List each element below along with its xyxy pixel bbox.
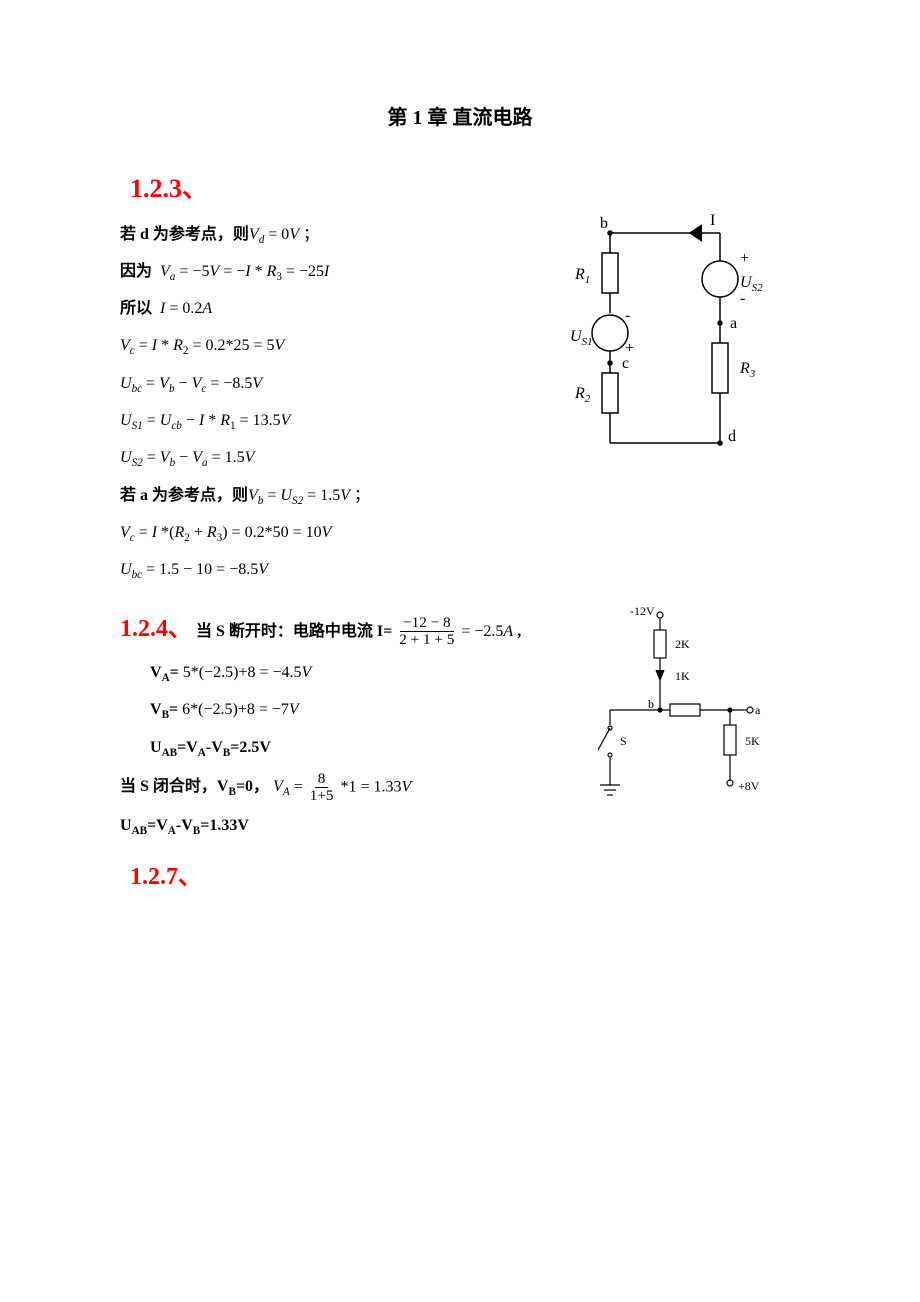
svg-text:1K: 1K bbox=[675, 669, 690, 683]
svg-text:c: c bbox=[622, 355, 629, 372]
svg-text:a: a bbox=[755, 703, 761, 717]
svg-text:+8V: +8V bbox=[738, 779, 760, 793]
svg-text:R1: R1 bbox=[574, 266, 590, 286]
svg-text:2K: 2K bbox=[675, 637, 690, 651]
text: 因为 bbox=[120, 263, 152, 280]
circuit-diagram-2: -12V 2K 1K b a S 5K +8V bbox=[550, 600, 770, 810]
problem-number: 1.2.4、 bbox=[120, 616, 192, 642]
svg-text:a: a bbox=[730, 315, 737, 332]
fraction: −12 − 82 + 1 + 5 bbox=[396, 615, 457, 648]
text: 当 S 断开时：电路中电流 I= bbox=[196, 623, 392, 640]
text: 若 a 为参考点，则 bbox=[120, 487, 248, 504]
svg-text:b: b bbox=[600, 215, 608, 232]
equation: UAB=VA-VB=2.5V bbox=[120, 734, 550, 763]
fraction: 81+5 bbox=[307, 771, 337, 804]
equation: VB= 6*(−2.5)+8 = −7V bbox=[120, 696, 550, 725]
text: 所以 bbox=[120, 300, 152, 317]
problem-1-2-7: 1.2.7、 bbox=[120, 856, 800, 899]
svg-text:-: - bbox=[625, 307, 630, 324]
svg-text:S: S bbox=[620, 734, 627, 748]
svg-text:b: b bbox=[648, 697, 654, 711]
svg-text:R2: R2 bbox=[574, 385, 591, 405]
equation: Vc = I *(R2 + R3) = 0.2*50 = 10V bbox=[120, 519, 550, 548]
equation: Vc = I * R2 = 0.2*25 = 5V bbox=[120, 332, 550, 361]
svg-text:-: - bbox=[740, 290, 745, 307]
problem-number: 1.2.7、 bbox=[120, 864, 202, 890]
equation: Ubc = 1.5 − 10 = −8.5V bbox=[120, 556, 550, 585]
chapter-title: 第 1 章 直流电路 bbox=[120, 100, 800, 136]
equation: US2 = Vb − Va = 1.5V bbox=[120, 444, 550, 473]
equation: VA= 5*(−2.5)+8 = −4.5V bbox=[120, 659, 550, 688]
problem-1-2-4: 1.2.4、 当 S 断开时：电路中电流 I= −12 − 82 + 1 + 5… bbox=[120, 600, 800, 850]
problem-1-2-3: 1.2.3、 若 d 为参考点，则Vd = 0V ； 因为 Va = −5V =… bbox=[120, 166, 800, 594]
text: 当 S 闭合时，VB=0， bbox=[120, 778, 269, 795]
text: 若 d 为参考点，则 bbox=[120, 226, 249, 243]
svg-text:R3: R3 bbox=[739, 360, 756, 380]
text: = −2.5A , bbox=[461, 623, 521, 640]
svg-text:5K: 5K bbox=[745, 734, 760, 748]
circuit-diagram-1: b I R1 US1 - + c R2 + US2 - a R3 d bbox=[550, 213, 770, 473]
equation: Ubc = Vb − Vc = −8.5V bbox=[120, 370, 550, 399]
svg-text:+: + bbox=[740, 250, 749, 267]
svg-text:I: I bbox=[710, 213, 715, 229]
svg-text:d: d bbox=[728, 428, 736, 445]
equation: US1 = Ucb − I * R1 = 13.5V bbox=[120, 407, 550, 436]
equation: UAB=VA-VB=1.33V bbox=[120, 812, 550, 841]
svg-text:-12V: -12V bbox=[630, 604, 655, 618]
problem-number: 1.2.3、 bbox=[120, 166, 800, 213]
svg-text:US1: US1 bbox=[570, 328, 593, 348]
